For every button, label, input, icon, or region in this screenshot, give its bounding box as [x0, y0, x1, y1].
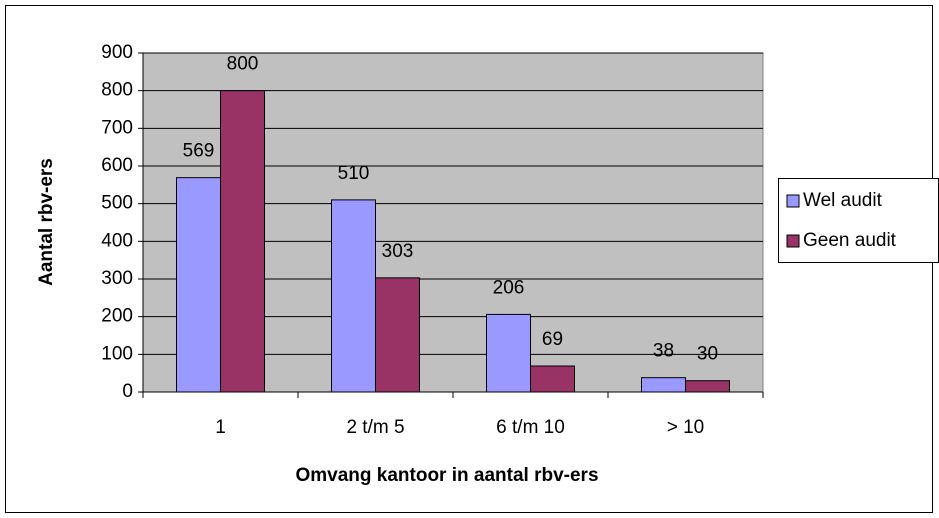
bar	[641, 377, 686, 393]
y-tick-label: 700	[101, 117, 133, 138]
x-tick-label: > 10	[667, 417, 705, 438]
y-tick-label: 400	[101, 230, 133, 251]
bar	[530, 365, 575, 393]
y-tick-label: 100	[101, 343, 133, 364]
bar	[176, 177, 221, 393]
y-tick-label: 800	[101, 80, 133, 101]
legend-swatch	[786, 234, 800, 248]
legend-label: Wel audit	[803, 190, 883, 211]
bar	[375, 277, 420, 393]
y-tick-label: 500	[101, 193, 133, 214]
x-tick-label: 1	[215, 417, 226, 438]
data-label: 69	[542, 329, 563, 350]
data-label: 569	[183, 141, 215, 162]
y-axis-label: Aantal rbv-ers	[36, 158, 57, 286]
bar	[486, 313, 531, 393]
data-label: 510	[338, 163, 370, 184]
bar	[685, 380, 730, 393]
x-axis-label: Omvang kantoor in aantal rbv-ers	[295, 465, 598, 486]
legend-label: Geen audit	[803, 230, 897, 251]
y-tick-label: 900	[101, 42, 133, 63]
y-tick-label: 300	[101, 268, 133, 289]
data-label: 303	[382, 241, 414, 262]
x-tick-label: 2 t/m 5	[346, 417, 404, 438]
legend-box	[778, 178, 939, 263]
legend-swatch	[786, 194, 800, 208]
bar	[331, 199, 376, 393]
y-tick-label: 600	[101, 155, 133, 176]
y-tick-label: 200	[101, 306, 133, 327]
y-tick-label: 0	[122, 381, 133, 402]
data-label: 206	[493, 277, 525, 298]
data-label: 38	[653, 341, 674, 362]
data-label: 30	[697, 344, 718, 365]
bar	[220, 90, 265, 393]
x-tick-label: 6 t/m 10	[496, 417, 565, 438]
data-label: 800	[227, 54, 259, 75]
